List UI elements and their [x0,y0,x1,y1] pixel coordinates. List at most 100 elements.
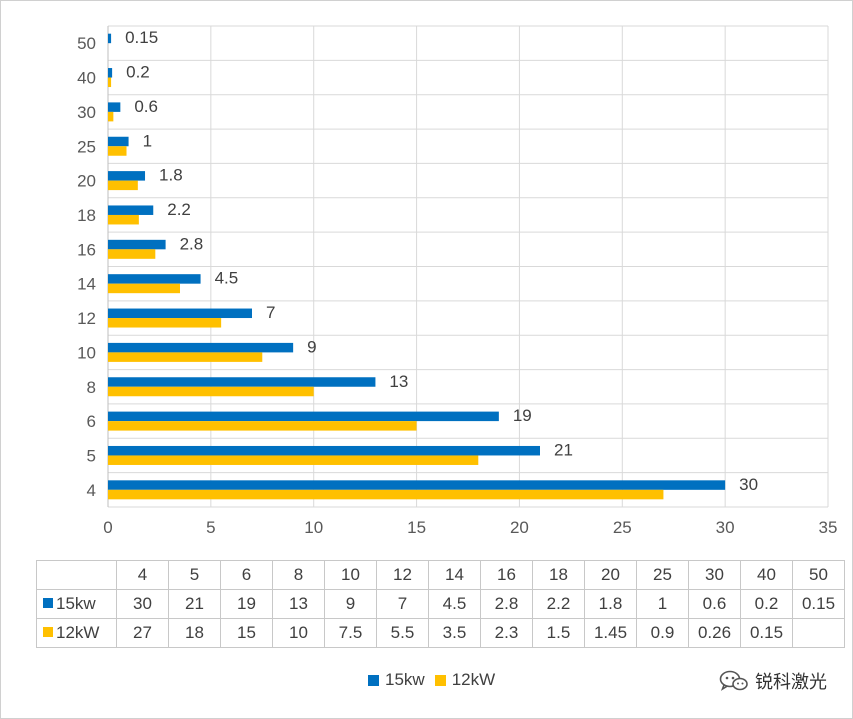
table-cell: 2.8 [480,589,533,619]
table-header-cell: 4 [116,560,169,590]
watermark-text: 锐科激光 [755,672,827,692]
table-cell: 30 [116,589,169,619]
bar-12kw [108,318,222,328]
table-cell: 27 [116,618,169,648]
table-cell: 10 [272,618,325,648]
wechat-icon [719,670,748,691]
table-row-label: 15kw [36,589,117,619]
watermark: 锐科激光 [719,668,827,694]
bar-12kw [108,249,156,259]
table-cell: 19 [220,589,273,619]
data-label: 4.5 [215,269,239,288]
data-label: 2.8 [180,234,204,253]
y-tick-label: 16 [77,240,96,259]
bar-15kw [108,445,540,456]
table-header-cell: 25 [636,560,689,590]
bar-15kw [108,308,252,319]
bar-12kw [108,283,180,294]
table-cell: 21 [168,589,221,619]
data-label: 2.2 [167,200,191,219]
legend: 15kw 12kW [368,670,505,690]
table-cell [792,618,845,648]
table-cell: 3.5 [428,618,481,648]
x-tick-label: 10 [304,518,323,537]
table-header-cell: 6 [220,560,273,590]
table-header-cell: 50 [792,560,845,590]
table-cell: 0.26 [688,618,741,648]
legend-swatch-12kw [434,674,446,686]
bar-15kw [108,239,166,250]
bar-15kw [108,102,121,112]
bar-15kw [108,33,112,44]
y-tick-label: 20 [77,172,96,191]
table-row: 15kw 30 21 19 13 9 7 4.5 2.8 2.2 1.8 1 0.6 0.2 0.15 [36,589,845,619]
bar-12kw [108,489,664,500]
x-tick-label: 30 [716,518,735,537]
x-tick-label: 25 [613,518,632,537]
bar-12kw [108,111,114,122]
bar-12kw [108,352,263,362]
table-row-label-text: 12kW [56,623,100,642]
table-cell: 4.5 [428,589,481,619]
data-label: 21 [554,440,573,459]
table-cell: 18 [168,618,221,648]
table-header-cell: 8 [272,560,325,590]
bar-15kw [108,205,154,215]
table-header-cell: 14 [428,560,481,590]
table-cell: 1 [636,589,689,619]
table-header-cell: 10 [324,560,377,590]
data-label: 30 [739,475,758,494]
y-tick-label: 4 [87,481,96,500]
data-label: 19 [513,406,532,425]
x-tick-label: 35 [819,518,838,537]
table-row: 12kW 27 18 15 10 7.5 5.5 3.5 2.3 1.5 1.45 0.9 0.26 0.… [36,618,845,648]
table-cell: 0.9 [636,618,689,648]
data-label: 1 [143,131,152,150]
table-header-row: 4 5 6 8 10 12 14 16 18 20 25 30 40 50 [36,560,845,590]
table-cell: 0.15 [792,589,845,619]
legend-item-15kw: 15kw [368,670,425,690]
bar-15kw [108,136,129,147]
table-cell: 0.15 [740,618,793,648]
table-cell: 0.2 [740,589,793,619]
table-header-cell: 12 [376,560,429,590]
bar-12kw [108,180,138,191]
table-header-cell: 20 [584,560,637,590]
table-cell: 9 [324,589,377,619]
table-cell: 1.45 [584,618,637,648]
y-tick-label: 50 [77,34,96,53]
table-cell: 0.6 [688,589,741,619]
data-label: 0.15 [125,28,158,47]
table-cell: 1.5 [532,618,585,648]
x-tick-label: 15 [407,518,426,537]
y-tick-label: 30 [77,103,96,122]
legend-swatch-15kw [368,674,379,686]
bar-12kw [108,421,417,431]
x-tick-label: 20 [510,518,529,537]
table-row-swatch [43,627,53,637]
bar-12kw [108,455,479,465]
table-cell: 5.5 [376,618,429,648]
data-label: 9 [307,337,316,356]
bar-12kw [108,146,127,156]
table-row-label-text: 15kw [56,594,96,613]
table-cell: 13 [272,589,325,619]
table-header-cell: 16 [480,560,533,590]
x-tick-label: 5 [206,518,215,537]
y-tick-label: 40 [77,69,96,88]
bar-chart: 0 5 10 15 20 25 30 35 4 30 5 21 6 19 8 13 10 9 12 7 14 4.5 16 2… [77,25,838,537]
bar-15kw [108,377,376,387]
table-cell: 7.5 [324,618,377,648]
data-label: 0.2 [126,63,150,82]
table-row-swatch [43,598,53,608]
legend-label-15kw: 15kw [385,670,425,689]
data-label: 0.6 [134,97,158,116]
table-cell: 15 [220,618,273,648]
y-tick-label: 8 [87,378,96,397]
bar-15kw [108,171,146,181]
table-row-label: 12kW [36,618,117,648]
data-label: 1.8 [159,166,183,185]
y-tick-label: 18 [77,206,96,225]
bar-15kw [108,342,294,353]
y-tick-label: 14 [77,275,96,294]
